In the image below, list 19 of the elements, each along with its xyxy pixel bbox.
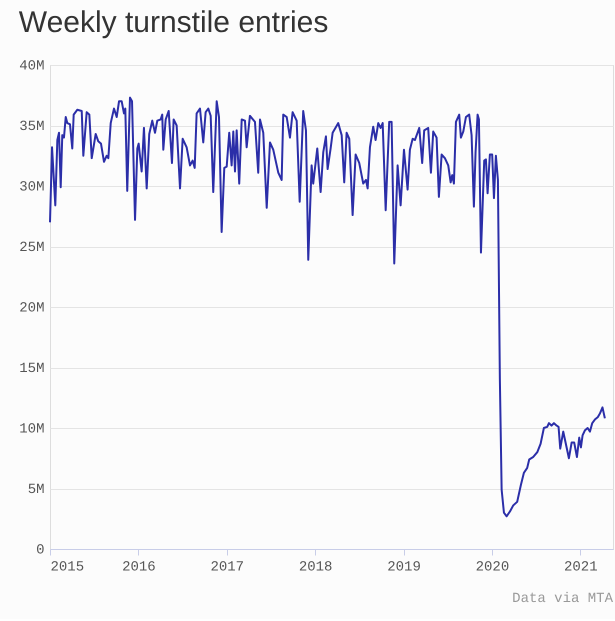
y-tick-label: 25M: [19, 240, 44, 256]
line-series: [49, 96, 606, 518]
x-tick-label: 2020: [476, 560, 510, 576]
y-tick-label: 40M: [19, 58, 44, 74]
x-tick-label: 2018: [298, 560, 332, 576]
y-tick-label: 15M: [19, 361, 44, 377]
x-tick-label: 2016: [122, 560, 156, 576]
y-tick-label: 10M: [19, 422, 44, 438]
x-tick-label: 2015: [50, 560, 84, 576]
text: Data via MTA: [512, 591, 614, 607]
y-tick-label: 30M: [19, 180, 44, 196]
y-tick-label: 5M: [28, 482, 44, 498]
chart-title: Weekly turnstile entries: [18, 6, 328, 39]
y-tick-label: 0: [36, 542, 44, 558]
y-tick-label: 35M: [19, 119, 44, 135]
x-tick-label: 2017: [210, 560, 244, 576]
x-tick-label: 2021: [564, 560, 598, 576]
x-tick-label: 2019: [387, 560, 421, 576]
y-tick-label: 20M: [19, 300, 44, 316]
